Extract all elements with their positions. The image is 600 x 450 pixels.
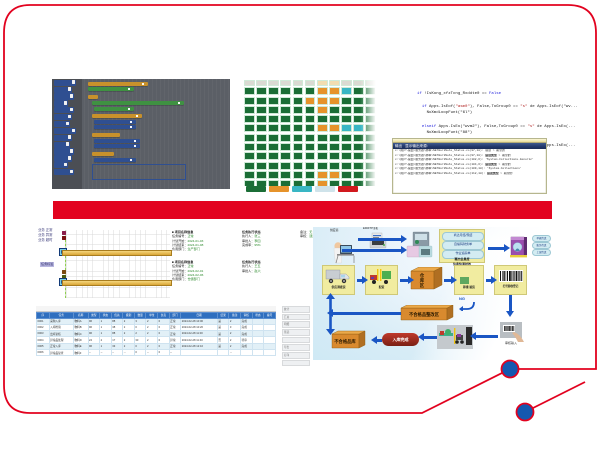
svg-text:不合格品库: 不合格品库 xyxy=(334,338,356,345)
svg-text:NG: NG xyxy=(459,296,465,301)
svg-text:区: 区 xyxy=(420,282,425,289)
svg-text:审核输入: 审核输入 xyxy=(505,340,517,345)
svg-text:不合格品整改区: 不合格品整改区 xyxy=(409,311,440,318)
